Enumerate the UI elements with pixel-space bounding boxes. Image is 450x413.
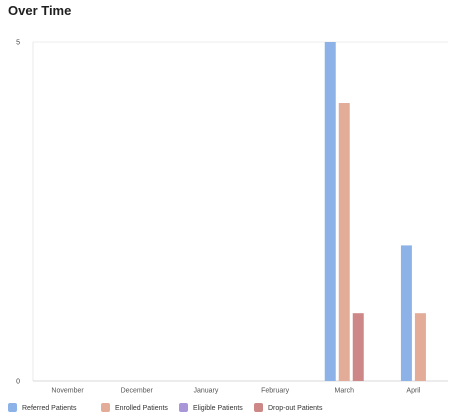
legend-label: Referred Patients bbox=[22, 405, 77, 412]
legend-label: Enrolled Patients bbox=[115, 405, 168, 412]
legend-item[interactable]: Enrolled Patients bbox=[101, 403, 168, 412]
y-axis-ticks: 05 bbox=[16, 40, 20, 386]
x-tick-label: January bbox=[193, 388, 218, 395]
y-tick-label: 5 bbox=[16, 40, 20, 47]
bar-referred-patients-march[interactable] bbox=[324, 42, 336, 381]
legend-label: Eligible Patients bbox=[193, 405, 243, 412]
y-tick-label: 0 bbox=[16, 379, 20, 386]
bar-enrolled-patients-april[interactable] bbox=[414, 313, 426, 381]
bar-referred-patients-april[interactable] bbox=[400, 245, 412, 381]
legend-item[interactable]: Drop-out Patients bbox=[254, 403, 323, 412]
x-tick-label: November bbox=[51, 388, 84, 395]
legend-swatch bbox=[101, 403, 110, 412]
x-tick-label: February bbox=[261, 388, 290, 395]
legend-swatch bbox=[254, 403, 263, 412]
legend-item[interactable]: Referred Patients bbox=[8, 403, 77, 412]
x-tick-label: March bbox=[335, 388, 355, 395]
legend: Referred Patients Enrolled Patients Eligib… bbox=[8, 403, 323, 412]
legend-label: Drop-out Patients bbox=[268, 405, 323, 412]
x-tick-label: April bbox=[406, 388, 420, 395]
bars-group bbox=[324, 42, 426, 382]
chart-title: Over Time bbox=[8, 3, 72, 18]
bar-drop-out-patients-march[interactable] bbox=[352, 313, 364, 381]
x-axis-ticks: November December January February March Apri… bbox=[51, 388, 420, 395]
legend-item[interactable]: Eligible Patients bbox=[179, 403, 243, 412]
x-tick-label: December bbox=[121, 388, 154, 395]
legend-swatch bbox=[179, 403, 188, 412]
legend-swatch bbox=[8, 403, 17, 412]
bar-enrolled-patients-march[interactable] bbox=[338, 103, 350, 382]
